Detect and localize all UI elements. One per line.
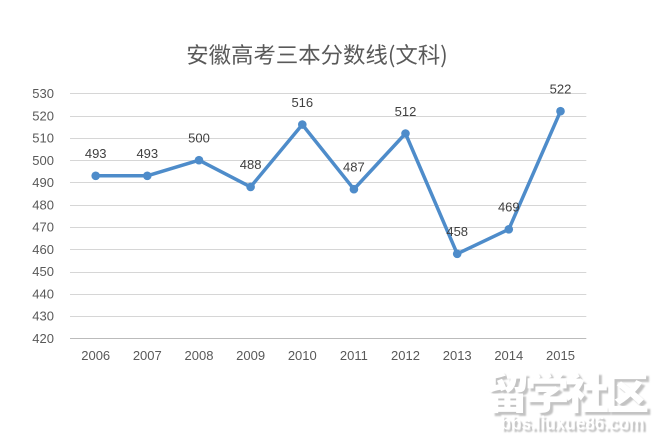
svg-text:493: 493 bbox=[85, 146, 107, 161]
svg-text:2014: 2014 bbox=[494, 348, 523, 363]
svg-text:420: 420 bbox=[32, 331, 54, 346]
svg-text:488: 488 bbox=[240, 157, 262, 172]
svg-text:2008: 2008 bbox=[185, 348, 214, 363]
svg-text:2013: 2013 bbox=[443, 348, 472, 363]
svg-text:493: 493 bbox=[136, 146, 158, 161]
svg-text:522: 522 bbox=[550, 82, 572, 97]
svg-text:530: 530 bbox=[32, 86, 54, 101]
svg-text:487: 487 bbox=[343, 160, 365, 175]
svg-text:520: 520 bbox=[32, 108, 54, 123]
svg-text:450: 450 bbox=[32, 264, 54, 279]
svg-text:2010: 2010 bbox=[288, 348, 317, 363]
svg-text:2012: 2012 bbox=[391, 348, 420, 363]
svg-text:440: 440 bbox=[32, 287, 54, 302]
svg-text:2006: 2006 bbox=[81, 348, 110, 363]
svg-text:469: 469 bbox=[498, 200, 520, 215]
svg-text:430: 430 bbox=[32, 309, 54, 324]
svg-text:2007: 2007 bbox=[133, 348, 162, 363]
svg-text:460: 460 bbox=[32, 242, 54, 257]
svg-text:480: 480 bbox=[32, 197, 54, 212]
svg-text:458: 458 bbox=[446, 224, 468, 239]
svg-text:516: 516 bbox=[291, 95, 313, 110]
svg-text:500: 500 bbox=[188, 131, 210, 146]
svg-text:2015: 2015 bbox=[546, 348, 575, 363]
svg-text:2011: 2011 bbox=[340, 348, 368, 363]
svg-text:2009: 2009 bbox=[236, 348, 265, 363]
svg-text:470: 470 bbox=[32, 220, 54, 235]
svg-text:510: 510 bbox=[32, 131, 54, 146]
svg-text:512: 512 bbox=[395, 104, 417, 119]
svg-text:bbs.liuxue86.com: bbs.liuxue86.com bbox=[503, 414, 647, 435]
svg-text:500: 500 bbox=[32, 153, 54, 168]
svg-text:bbs.liuxue86.com: bbs.liuxue86.com bbox=[501, 411, 645, 433]
svg-text:490: 490 bbox=[32, 175, 54, 190]
